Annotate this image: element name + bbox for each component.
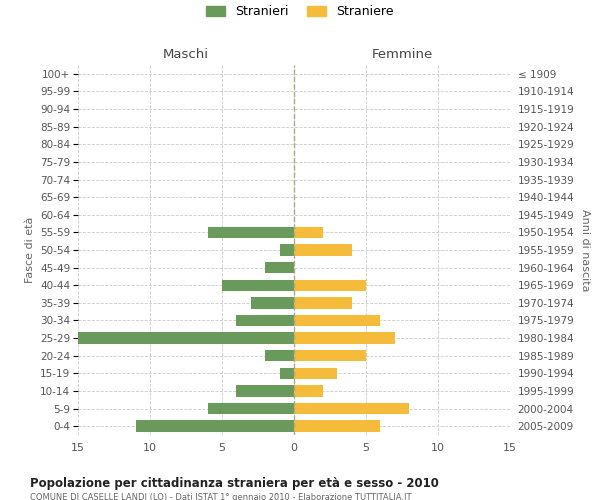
Bar [294, 297, 352, 308]
Bar [208, 226, 294, 238]
Y-axis label: Anni di nascita: Anni di nascita [580, 209, 590, 291]
Legend: Stranieri, Straniere: Stranieri, Straniere [203, 1, 397, 21]
Bar [222, 280, 294, 291]
Bar [294, 280, 366, 291]
Bar [294, 368, 337, 379]
Bar [251, 297, 294, 308]
Bar [136, 420, 294, 432]
Text: Maschi: Maschi [163, 48, 209, 62]
Bar [236, 315, 294, 326]
Bar [294, 244, 352, 256]
Text: Femmine: Femmine [371, 48, 433, 62]
Bar [294, 226, 323, 238]
Bar [294, 403, 409, 414]
Bar [280, 368, 294, 379]
Bar [280, 244, 294, 256]
Bar [265, 350, 294, 362]
Text: Popolazione per cittadinanza straniera per età e sesso - 2010: Popolazione per cittadinanza straniera p… [30, 478, 439, 490]
Y-axis label: Fasce di età: Fasce di età [25, 217, 35, 283]
Text: COMUNE DI CASELLE LANDI (LO) - Dati ISTAT 1° gennaio 2010 - Elaborazione TUTTITA: COMUNE DI CASELLE LANDI (LO) - Dati ISTA… [30, 492, 412, 500]
Bar [208, 403, 294, 414]
Bar [294, 332, 395, 344]
Bar [294, 315, 380, 326]
Bar [294, 350, 366, 362]
Bar [294, 385, 323, 396]
Bar [294, 420, 380, 432]
Bar [78, 332, 294, 344]
Bar [236, 385, 294, 396]
Bar [265, 262, 294, 274]
